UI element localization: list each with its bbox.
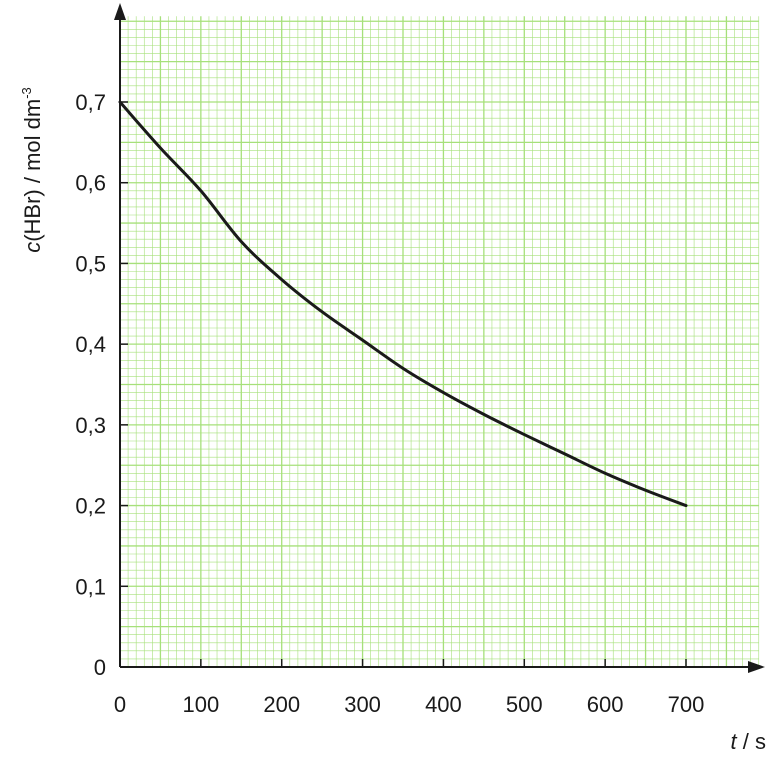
y-tick-label: 0,3	[75, 413, 106, 438]
tick-labels: 0 100 200 300 400 500 600 700 0 0,1 0,2 0,3 0,4 0,5 0,…	[75, 90, 704, 717]
x-tick-label: 600	[587, 692, 624, 717]
x-tick-label: 200	[263, 692, 300, 717]
x-tick-label: 500	[506, 692, 543, 717]
axes	[114, 3, 765, 673]
y-tick-label: 0,7	[75, 90, 106, 115]
grid-paper	[119, 16, 760, 668]
y-axis-title: c(HBr) / mol dm-3	[19, 87, 45, 253]
x-axis-title: t / s	[731, 729, 766, 754]
x-tick-label: 0	[114, 692, 126, 717]
concentration-curve	[118, 100, 688, 508]
y-tick-label: 0,5	[75, 251, 106, 276]
x-tick-label: 700	[668, 692, 705, 717]
y-tick-label: 0,2	[75, 494, 106, 519]
x-tick-label: 400	[425, 692, 462, 717]
y-tick-label: 0,6	[75, 171, 106, 196]
y-tick-label: 0,1	[75, 574, 106, 599]
y-tick-label: 0,4	[75, 332, 106, 357]
x-axis-arrow	[748, 661, 765, 673]
x-tick-label: 100	[182, 692, 219, 717]
data-curves	[118, 100, 688, 508]
x-tick-label: 300	[344, 692, 381, 717]
y-tick-label: 0	[94, 655, 106, 680]
y-axis-arrow	[114, 3, 126, 20]
